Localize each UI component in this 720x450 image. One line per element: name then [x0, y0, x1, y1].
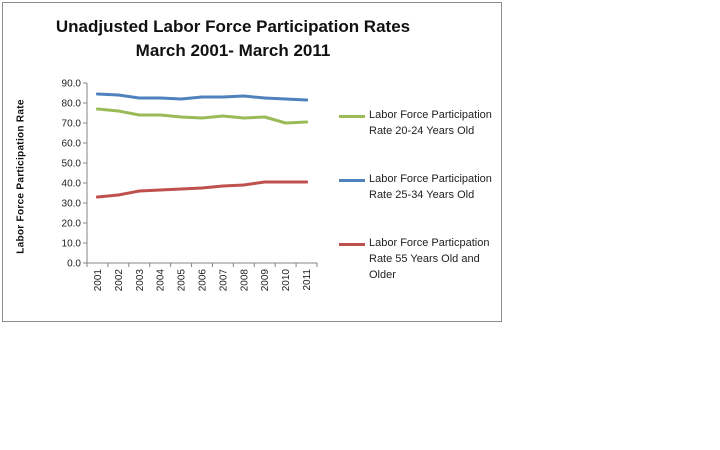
data-point-series-2-2010 — [284, 97, 288, 101]
x-tick-label: 2007 — [218, 269, 229, 292]
legend: Labor Force Participation Rate 20-24 Yea… — [339, 107, 499, 299]
data-point-series-3-2004 — [158, 188, 162, 192]
data-point-series-1-2005 — [179, 115, 183, 119]
legend-swatch-55-plus — [339, 243, 365, 246]
legend-label-55-plus: Labor Force Particpation Rate 55 Years O… — [369, 237, 490, 281]
chart-title-line-1: Unadjusted Labor Force Participation Rat… — [55, 17, 411, 36]
x-tick-label: 2008 — [239, 269, 250, 292]
data-point-series-2-2011 — [305, 98, 309, 102]
y-tick-label: 20.0 — [62, 219, 82, 230]
data-point-series-2-2003 — [137, 96, 141, 100]
chart-title-line-2: March 2001- March 2011 — [135, 41, 331, 60]
chart-title: Unadjusted Labor Force Participation Rat… — [3, 15, 463, 63]
x-tick-label: 2009 — [260, 269, 271, 292]
data-point-series-2-2002 — [116, 93, 120, 97]
data-point-series-3-2002 — [116, 193, 120, 197]
chart-frame: Unadjusted Labor Force Participation Rat… — [2, 2, 502, 322]
data-point-series-1-2002 — [116, 109, 120, 113]
legend-item-55-plus: Labor Force Particpation Rate 55 Years O… — [339, 235, 499, 299]
data-point-series-1-2011 — [305, 120, 309, 124]
y-tick-label: 70.0 — [62, 119, 82, 130]
data-point-series-2-2004 — [158, 96, 162, 100]
data-point-series-1-2009 — [263, 115, 267, 119]
y-tick-label: 90.0 — [62, 79, 82, 90]
y-tick-label: 50.0 — [62, 159, 82, 170]
data-point-series-1-2007 — [221, 114, 225, 118]
x-tick-label: 2010 — [281, 269, 292, 292]
x-tick-label: 2011 — [302, 269, 313, 291]
data-point-series-3-2003 — [137, 189, 141, 193]
data-point-series-3-2011 — [305, 180, 309, 184]
y-tick-label: 80.0 — [62, 99, 82, 110]
x-tick-label: 2005 — [177, 269, 188, 292]
data-point-series-3-2001 — [95, 195, 99, 199]
legend-item-25-34: Labor Force Participation Rate 25-34 Yea… — [339, 171, 499, 235]
data-point-series-2-2007 — [221, 95, 225, 99]
y-tick-label: 10.0 — [62, 239, 82, 250]
y-tick-label: 30.0 — [62, 199, 82, 210]
data-point-series-3-2005 — [179, 187, 183, 191]
data-point-series-1-2003 — [137, 113, 141, 117]
data-point-series-2-2009 — [263, 96, 267, 100]
x-tick-label: 2002 — [114, 269, 125, 292]
data-point-series-1-2008 — [242, 116, 246, 120]
y-tick-label: 40.0 — [62, 179, 82, 190]
data-point-series-2-2001 — [95, 92, 99, 96]
data-point-series-3-2009 — [263, 180, 267, 184]
data-point-series-3-2008 — [242, 183, 246, 187]
y-tick-label: 0.0 — [67, 259, 81, 270]
data-point-series-2-2005 — [179, 97, 183, 101]
legend-swatch-20-24 — [339, 115, 365, 118]
legend-swatch-25-34 — [339, 179, 365, 182]
data-point-series-3-2007 — [221, 184, 225, 188]
legend-label-25-34: Labor Force Participation Rate 25-34 Yea… — [369, 173, 492, 201]
data-point-series-1-2006 — [200, 116, 204, 120]
x-tick-label: 2001 — [93, 269, 104, 292]
data-point-series-2-2008 — [242, 94, 246, 98]
data-point-series-1-2001 — [95, 107, 99, 111]
data-point-series-3-2006 — [200, 186, 204, 190]
legend-item-20-24: Labor Force Participation Rate 20-24 Yea… — [339, 107, 499, 171]
plot-area: 0.0 10.0 20.0 30.0 40.0 50.0 60.0 70.0 80.0 90.0 2… — [62, 79, 318, 292]
x-tick-label: 2004 — [156, 269, 167, 292]
data-point-series-2-2006 — [200, 95, 204, 99]
data-point-series-1-2010 — [284, 121, 288, 125]
legend-label-20-24: Labor Force Participation Rate 20-24 Yea… — [369, 109, 492, 137]
series-line-1 — [95, 107, 309, 125]
x-tick-label: 2003 — [135, 269, 146, 292]
x-tick-label: 2006 — [198, 269, 209, 292]
data-point-series-1-2004 — [158, 113, 162, 117]
y-tick-label: 60.0 — [62, 139, 82, 150]
data-point-series-3-2010 — [284, 180, 288, 184]
